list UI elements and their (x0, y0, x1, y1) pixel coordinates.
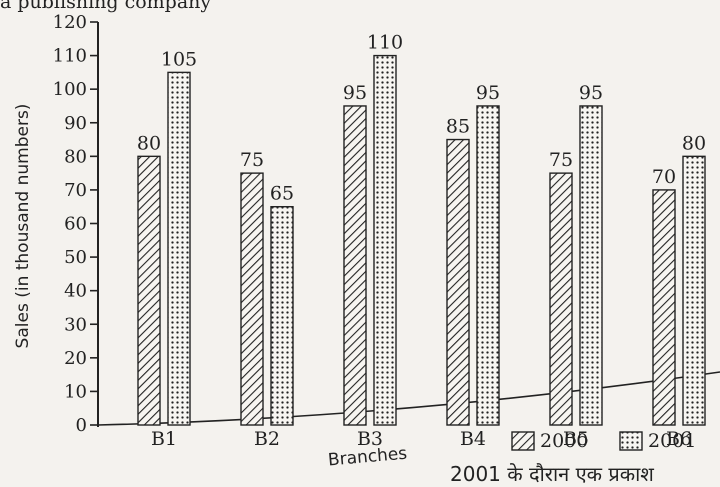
y-tick-label: 20 (64, 348, 87, 369)
category-label: B1 (151, 428, 177, 450)
category-label: B4 (460, 428, 486, 450)
bar-b2-2001 (270, 206, 294, 426)
y-tick-label: 100 (53, 79, 87, 100)
bar-chart: 0 10 20 30 40 50 60 70 80 90 100 110 120 Sales (in th… (13, 12, 720, 471)
legend-swatch-2000 (511, 431, 535, 451)
cropped-top-text: a publishing company (0, 0, 212, 13)
category-label: B2 (254, 428, 280, 450)
x-axis-baseline (97, 371, 720, 426)
value-label: 70 (652, 166, 676, 188)
bar-b4-2001 (476, 105, 500, 426)
bar-b1-2001 (167, 71, 191, 426)
bar-b6-2001 (682, 155, 706, 426)
legend-swatch-2001 (619, 431, 643, 451)
legend-label-2000: 2000 (540, 430, 588, 452)
y-tick-label: 70 (64, 180, 87, 201)
category-label: B6 (666, 428, 692, 450)
axes-group: 0 10 20 30 40 50 60 70 80 90 100 110 120 Sales (in th… (13, 12, 720, 436)
cropped-bottom-text: 2001 के दौरान एक प्रकाश (450, 462, 654, 486)
value-label: 110 (367, 32, 403, 54)
bars-group (137, 54, 706, 426)
value-label: 65 (270, 183, 294, 205)
value-label: 85 (446, 116, 470, 138)
bar-b2-2000 (240, 172, 264, 426)
value-label: 105 (161, 48, 197, 70)
y-tick-label: 50 (64, 247, 87, 268)
bar-b5-2000 (549, 172, 573, 426)
value-label: 75 (240, 149, 264, 171)
value-label: 75 (549, 149, 573, 171)
value-label: 80 (682, 132, 706, 154)
category-label: B5 (563, 428, 589, 450)
value-label: 95 (476, 82, 500, 104)
bar-b5-2001 (579, 105, 603, 426)
y-tick-label: 30 (64, 314, 87, 335)
y-tick-label: 40 (64, 281, 87, 302)
y-tick-label: 120 (53, 12, 87, 33)
value-label: 95 (343, 82, 367, 104)
bar-b4-2000 (446, 138, 470, 426)
bar-b3-2000 (343, 105, 367, 426)
labels-group: 80 105 B1 75 65 B2 95 110 B3 85 95 B4 75 95 B5 70 80 B6 Br… (137, 32, 706, 471)
y-tick-label: 80 (64, 146, 87, 167)
legend: 2000 2001 (511, 430, 696, 452)
value-label: 80 (137, 132, 161, 154)
y-tick-label: 60 (64, 214, 87, 235)
y-tick-label: 10 (64, 381, 87, 402)
legend-label-2001: 2001 (648, 430, 696, 452)
y-tick-label: 90 (64, 113, 87, 134)
bar-b3-2001 (373, 54, 397, 426)
category-label: B3 (357, 428, 383, 450)
y-tick-label: 0 (76, 415, 87, 436)
y-tick-label: 110 (53, 46, 87, 67)
y-axis-title: Sales (in thousand numbers) (13, 104, 33, 349)
bar-b1-2000 (137, 155, 161, 426)
bar-b6-2000 (652, 189, 676, 426)
x-axis-title: Branches (327, 444, 408, 471)
value-label: 95 (579, 82, 603, 104)
